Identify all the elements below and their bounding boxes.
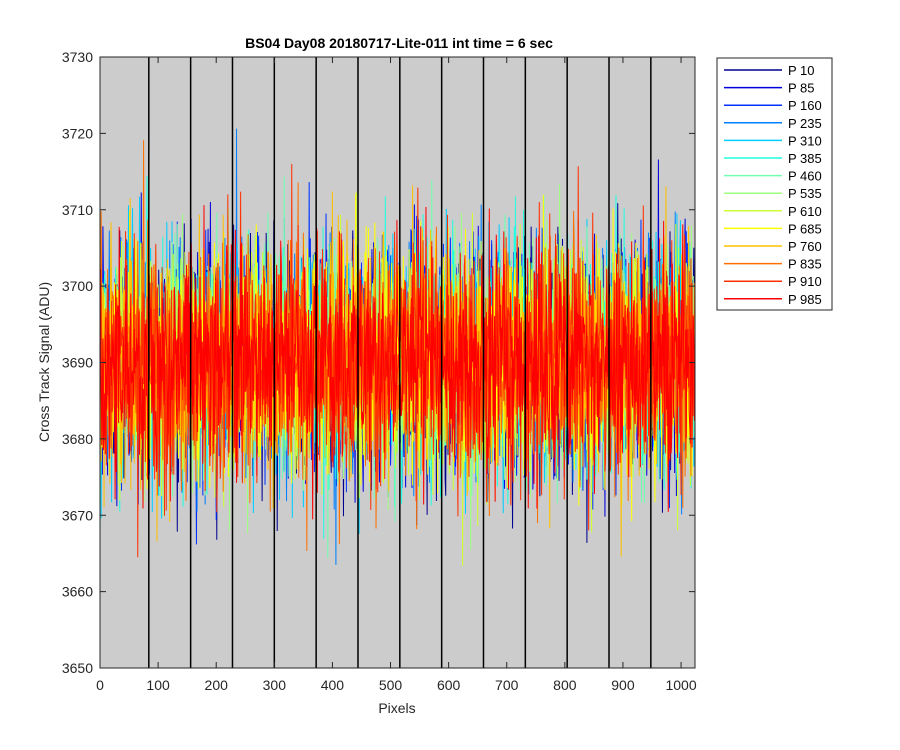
y-tick-label: 3720	[62, 125, 93, 141]
legend-label: P 10	[788, 63, 815, 78]
legend-label: P 685	[788, 221, 822, 236]
x-tick-label: 900	[611, 677, 635, 693]
y-axis-ticks: 3650 3660 3670 3680 3690 3700 3710 3720 3730	[62, 49, 695, 676]
legend-label: P 535	[788, 186, 822, 201]
y-tick-label: 3690	[62, 355, 93, 371]
y-tick-label: 3700	[62, 278, 93, 294]
series-layer	[99, 128, 696, 567]
series-line-p-910	[99, 163, 696, 558]
legend-label: P 385	[788, 151, 822, 166]
y-tick-label: 3660	[62, 584, 93, 600]
x-tick-label: 1000	[665, 677, 696, 693]
y-tick-label: 3730	[62, 49, 93, 65]
column-boundary-lines	[148, 57, 652, 668]
x-tick-label: 100	[146, 677, 170, 693]
chart-title: BS04 Day08 20180717-Lite-011 int time = …	[245, 35, 553, 51]
legend-label: P 235	[788, 116, 822, 131]
x-axis-label: Pixels	[378, 700, 415, 716]
y-tick-label: 3650	[62, 660, 93, 676]
legend-label: P 760	[788, 239, 822, 254]
x-tick-label: 300	[263, 677, 287, 693]
x-tick-label: 800	[553, 677, 577, 693]
legend-box	[716, 57, 833, 311]
x-tick-label: 700	[495, 677, 519, 693]
legend-label: P 85	[788, 81, 815, 96]
x-tick-label: 600	[437, 677, 461, 693]
x-tick-label: 0	[96, 677, 104, 693]
y-axis-label: Cross Track Signal (ADU)	[36, 282, 52, 442]
legend-label: P 910	[788, 274, 822, 289]
legend-label: P 310	[788, 133, 822, 148]
legend-entries: P 10 P 85 P 160 P 235 P 310 P 385 P 460 P 535 P …	[724, 63, 822, 307]
series-line-p-985	[99, 205, 696, 520]
y-tick-label: 3710	[62, 202, 93, 218]
legend-label: P 460	[788, 169, 822, 184]
legend-label: P 610	[788, 204, 822, 219]
x-tick-label: 200	[205, 677, 229, 693]
legend-label: P 160	[788, 98, 822, 113]
x-tick-label: 500	[379, 677, 403, 693]
series-line-p-835	[99, 140, 696, 551]
x-axis-ticks: 0 100 200 300 400 500 600 700 800 900 1000	[96, 57, 697, 693]
y-tick-label: 3680	[62, 431, 93, 447]
legend-label: P 985	[788, 292, 822, 307]
legend: P 10 P 85 P 160 P 235 P 310 P 385 P 460 P 535 P …	[716, 57, 833, 311]
legend-label: P 835	[788, 257, 822, 272]
x-tick-label: 400	[321, 677, 345, 693]
y-tick-label: 3670	[62, 507, 93, 523]
